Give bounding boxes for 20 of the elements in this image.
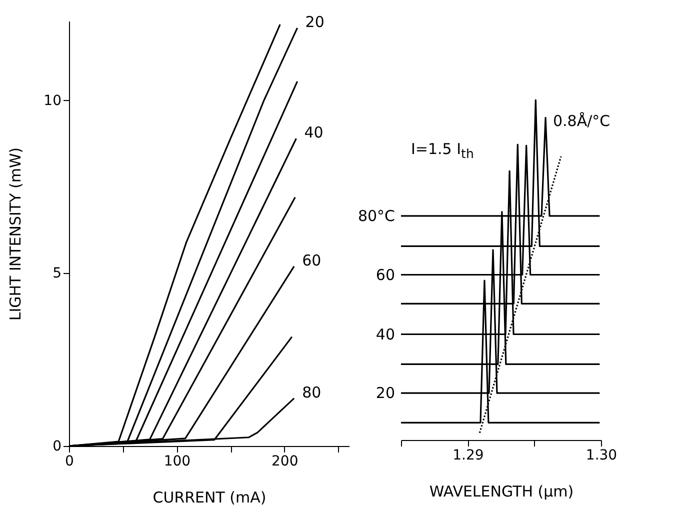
annotation: I=1.5 I$_{th}$	[411, 140, 474, 161]
y-tick-label: 10	[44, 92, 62, 109]
series-label: 20	[376, 384, 395, 402]
x-tick-label: 0	[65, 454, 74, 470]
x-tick-label: 1.30	[586, 448, 618, 464]
y-axis-title: LIGHT INTENSITY (mW)	[6, 147, 25, 321]
series-label: 60	[376, 266, 395, 284]
x-tick-label: 1.29	[452, 448, 484, 464]
series-label: 40	[304, 123, 324, 142]
x-tick-label: 100	[164, 454, 191, 470]
x-axis-title: CURRENT (mA)	[152, 488, 266, 506]
y-tick-label: 5	[52, 266, 62, 282]
series-label: 80	[302, 383, 322, 402]
series-label: 60	[302, 251, 322, 270]
x-tick-label: 200	[272, 454, 298, 470]
series-label: 40	[376, 325, 395, 344]
x-axis-title: WAVELENGTH (µm)	[429, 482, 574, 500]
annotation: 0.8Å/°C	[553, 112, 610, 130]
series-label: 80°C	[358, 206, 395, 225]
series-label: 20	[305, 12, 324, 31]
